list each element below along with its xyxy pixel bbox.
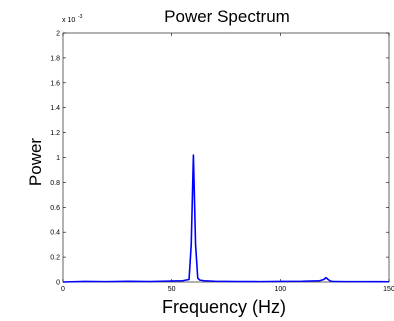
series-layer — [62, 154, 390, 283]
y-multiplier-exponent: -3 — [78, 14, 83, 20]
y-tick-label: 1.6 — [50, 80, 60, 87]
y-tick-label: 1.4 — [50, 105, 60, 112]
x-tick-label: 150 — [383, 286, 394, 293]
y-tick-label: 1.8 — [50, 55, 60, 62]
y-axis-label: Power — [26, 138, 45, 187]
y-tick-label: 0.2 — [50, 255, 60, 262]
series-line — [62, 154, 390, 283]
y-multiplier-label: x 10 — [62, 17, 75, 24]
y-tick-label: 0.6 — [50, 205, 60, 212]
y-tick-label: 0.4 — [50, 230, 60, 237]
x-tick-label: 50 — [168, 286, 176, 293]
x-tick-label: 0 — [61, 286, 65, 293]
x-tick-label: 100 — [274, 286, 286, 293]
plot-area — [62, 32, 390, 283]
y-tick-label: 0 — [56, 280, 60, 287]
y-tick-label: 0.8 — [50, 180, 60, 187]
y-tick-label: 1.2 — [50, 130, 60, 137]
y-axis-ticks: 0 0.2 0.4 0.6 0.8 1 1.2 1.4 1.6 1.8 2 — [50, 31, 389, 287]
chart-title: Power Spectrum — [164, 7, 290, 26]
y-tick-label: 2 — [56, 31, 60, 38]
x-axis-label: Frequency (Hz) — [162, 297, 286, 317]
y-axis-multiplier: x 10 -3 — [62, 14, 83, 24]
y-tick-label: 1 — [56, 155, 60, 162]
